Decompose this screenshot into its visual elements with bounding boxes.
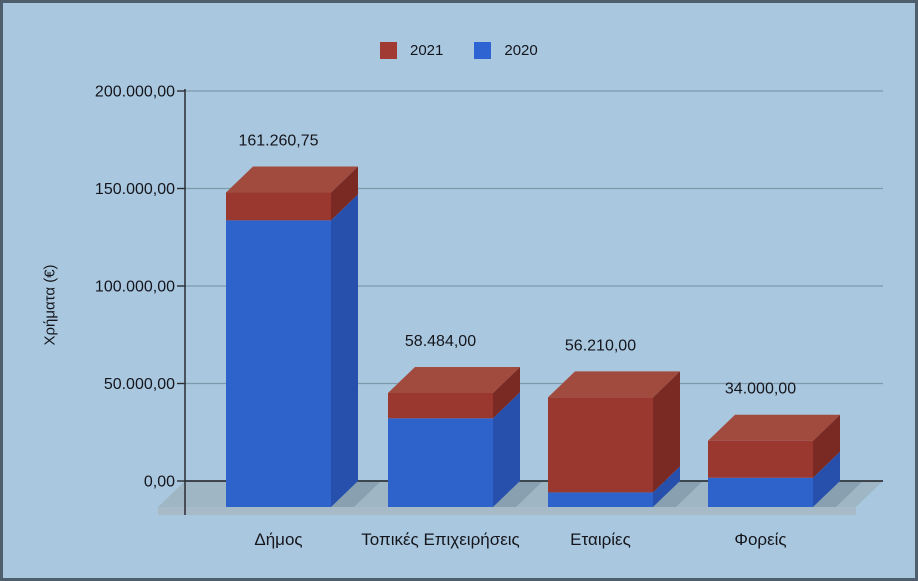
- bar-value-label: 161.260,75: [238, 133, 318, 150]
- category-label: Δήμος: [254, 530, 302, 549]
- bar-3-2021-front: [708, 440, 813, 478]
- legend-item-2021: 2021: [380, 42, 443, 59]
- category-label: Εταιρίες: [570, 530, 631, 549]
- bar-2-2021-top: [548, 371, 680, 398]
- bar-0-2021-side: [331, 166, 358, 221]
- bar-value-label: 34.000,00: [725, 381, 796, 398]
- bar-0-2021-front: [226, 192, 331, 221]
- bar-value-label: 56.210,00: [565, 337, 636, 354]
- bar-0-2020-side: [331, 194, 358, 507]
- bar-1-2020-side: [493, 392, 520, 507]
- bar-3-2021-top: [708, 414, 840, 441]
- legend-swatch-icon: [474, 42, 492, 59]
- bar-3-2020-front: [708, 477, 813, 507]
- category-label: Τοπικές Επιχειρήσεις: [361, 530, 520, 549]
- y-tick-label: 50.000,00: [104, 376, 175, 393]
- bar-0-2020-front: [226, 220, 331, 507]
- bar-3-2020-side: [813, 451, 840, 507]
- floor-edge: [158, 507, 856, 515]
- bar-value-label: 58.484,00: [405, 333, 476, 350]
- y-tick-label: 100.000,00: [95, 279, 175, 296]
- bar-1-2021-top: [388, 366, 520, 393]
- bar-shadow: [493, 481, 543, 507]
- legend-item-2020: 2020: [474, 42, 538, 59]
- category-label: Φορείς: [734, 530, 786, 549]
- bar-shadow: [813, 481, 863, 507]
- bar-2-2021-side: [653, 371, 680, 493]
- bar-shadow: [653, 481, 703, 507]
- chart-canvas: 161.260,75 Δήμος 58.484,00 Τοπικές Επιχειρή…: [95, 84, 883, 549]
- y-axis-title: Χρήματα (€): [41, 264, 59, 346]
- chart-legend: 2021 2020: [380, 42, 538, 59]
- bar-1-2021-side: [493, 366, 520, 419]
- bar-2-2020-front: [548, 492, 653, 507]
- bar-1-2020-front: [388, 418, 493, 507]
- y-tick-label: 150.000,00: [95, 181, 175, 198]
- bar-2-2020-side: [653, 466, 680, 507]
- bar-shadow: [331, 481, 381, 507]
- legend-label: 2021: [410, 42, 444, 59]
- bar-3-2021-side: [813, 414, 840, 478]
- bar-2-2021-front: [548, 397, 653, 493]
- bar-1-2021-front: [388, 392, 493, 419]
- y-tick-label: 200.000,00: [95, 84, 175, 101]
- legend-swatch-icon: [380, 42, 397, 59]
- legend-label: 2020: [504, 42, 538, 59]
- y-tick-label: 0,00: [144, 474, 175, 491]
- bar-0-2021-top: [226, 166, 358, 193]
